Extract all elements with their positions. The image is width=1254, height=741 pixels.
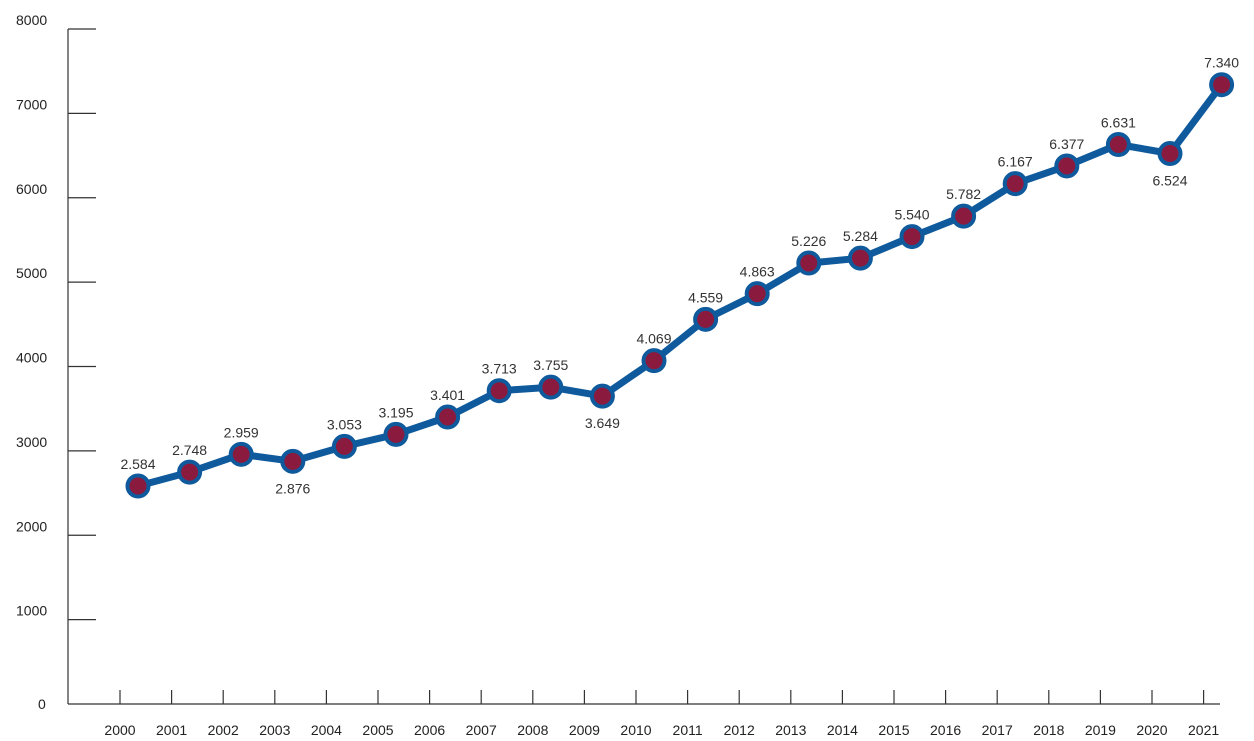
data-point <box>486 378 512 404</box>
x-tick-label: 2021 <box>1188 722 1219 738</box>
y-tick-label: 8000 <box>16 12 47 28</box>
y-tick-label: 7000 <box>16 96 47 112</box>
data-point <box>589 383 615 409</box>
data-point <box>796 250 822 276</box>
data-point <box>693 306 719 332</box>
data-label: 5.782 <box>946 186 981 202</box>
x-tick-label: 2015 <box>878 722 909 738</box>
data-point <box>125 473 151 499</box>
x-tick-label: 2003 <box>259 722 290 738</box>
data-point <box>1209 72 1235 98</box>
x-tick-label: 2001 <box>156 722 187 738</box>
data-point <box>280 448 306 474</box>
data-label: 4.069 <box>636 331 671 347</box>
x-tick-label: 2019 <box>1085 722 1116 738</box>
x-tick-label: 2002 <box>208 722 239 738</box>
x-tick-label: 2013 <box>775 722 806 738</box>
data-point <box>1157 141 1183 167</box>
data-label: 6.524 <box>1152 173 1187 189</box>
data-label: 6.167 <box>998 154 1033 170</box>
x-tick-label: 2020 <box>1136 722 1167 738</box>
data-point <box>435 404 461 430</box>
data-label: 3.649 <box>585 415 620 431</box>
data-label: 6.631 <box>1101 115 1136 131</box>
data-label: 6.377 <box>1049 136 1084 152</box>
data-label: 2.876 <box>275 480 310 496</box>
y-tick-label: 6000 <box>16 181 47 197</box>
y-tick-label: 2000 <box>16 518 47 534</box>
x-tick-label: 2017 <box>982 722 1013 738</box>
data-point <box>228 441 254 467</box>
chart-axes <box>67 28 1220 705</box>
y-tick-label: 3000 <box>16 434 47 450</box>
data-point <box>847 245 873 271</box>
x-tick-labels: 2000 2001 2002 2003 2004 2005 2006 2007 2008 2009… <box>104 722 1219 738</box>
x-tick-label: 2016 <box>930 722 961 738</box>
x-tick-label: 2004 <box>311 722 342 738</box>
x-tick-label: 2008 <box>517 722 548 738</box>
data-point <box>1105 132 1131 158</box>
data-point <box>538 374 564 400</box>
data-point <box>1054 153 1080 179</box>
x-tick-label: 2007 <box>466 722 497 738</box>
x-tick-label: 2006 <box>414 722 445 738</box>
data-point <box>331 433 357 459</box>
data-label: 3.053 <box>327 416 362 432</box>
series-line <box>134 81 1226 490</box>
data-labels: 2.584 2.748 2.959 2.876 3.053 3.195 3.401 3.713… <box>120 55 1239 497</box>
data-point <box>641 348 667 374</box>
x-tick-label: 2014 <box>827 722 858 738</box>
data-label: 5.540 <box>894 207 929 223</box>
data-label: 4.559 <box>688 289 723 305</box>
y-tick-label: 1000 <box>16 603 47 619</box>
x-tick-label: 2018 <box>1033 722 1064 738</box>
data-label: 5.226 <box>791 233 826 249</box>
data-label: 3.755 <box>533 357 568 373</box>
data-label: 4.863 <box>740 264 775 280</box>
data-markers <box>125 72 1235 499</box>
data-label: 2.584 <box>120 456 155 472</box>
x-tick-label: 2009 <box>569 722 600 738</box>
data-label: 2.959 <box>224 424 259 440</box>
data-label: 3.713 <box>482 361 517 377</box>
y-tick-label: 0 <box>38 696 46 712</box>
data-label: 2.748 <box>172 442 207 458</box>
x-tick-label: 2010 <box>620 722 651 738</box>
data-label: 3.401 <box>430 387 465 403</box>
data-point <box>744 281 770 307</box>
data-point <box>1002 171 1028 197</box>
x-tick-label: 2011 <box>673 722 703 738</box>
x-tick-label: 2000 <box>104 722 135 738</box>
y-tick-label: 4000 <box>16 350 47 366</box>
data-point <box>383 421 409 447</box>
data-label: 3.195 <box>378 404 413 420</box>
y-tick-labels: 0 1000 2000 3000 4000 5000 6000 7000 8000 <box>16 12 47 712</box>
y-tick-label: 5000 <box>16 265 47 281</box>
data-point <box>177 459 203 485</box>
data-label: 7.340 <box>1204 55 1239 71</box>
data-label: 5.284 <box>843 228 878 244</box>
data-point <box>951 203 977 229</box>
x-tick-label: 2012 <box>724 722 755 738</box>
x-tick-label: 2005 <box>362 722 393 738</box>
data-point <box>899 224 925 250</box>
